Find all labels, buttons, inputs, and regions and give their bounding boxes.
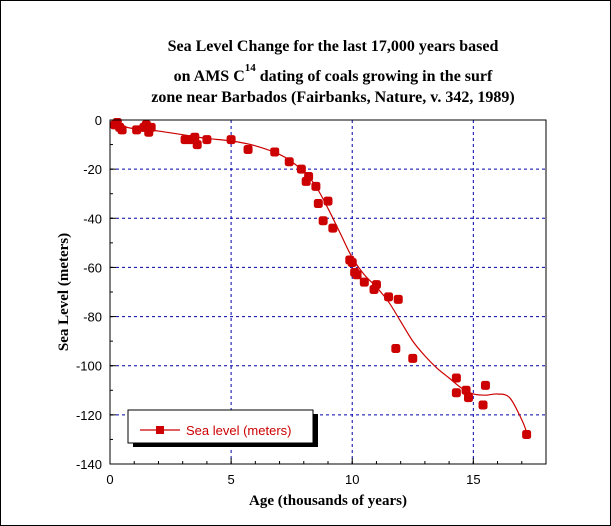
data-point (192, 140, 202, 150)
data-point (270, 147, 280, 157)
data-point (371, 280, 381, 290)
grid-lines (110, 120, 546, 464)
chart-title-line3: zone near Barbados (Fairbanks, Nature, v… (151, 89, 514, 106)
data-point (226, 135, 236, 145)
plot-area-border (109, 119, 547, 465)
y-tick-label: -80 (83, 310, 102, 325)
data-point (117, 125, 127, 135)
legend: Sea level (meters) (127, 409, 318, 447)
legend-label: Sea level (meters) (186, 423, 291, 438)
x-tick-label: 15 (466, 472, 480, 487)
axis-ticks: 0 5 10 15 0 -20 -40 -60 -80 -100 -120 -140 (76, 113, 547, 487)
data-point (451, 373, 461, 383)
x-axis-label: Age (thousands of years) (249, 493, 407, 509)
data-point (313, 199, 323, 209)
data-point (384, 292, 394, 302)
data-point (146, 122, 156, 132)
data-point (132, 125, 142, 135)
data-point (328, 223, 338, 233)
chart-title-line1: Sea Level Change for the last 17,000 yea… (168, 38, 499, 55)
data-point (323, 196, 333, 206)
y-tick-label: 0 (95, 113, 102, 128)
x-tick-label: 0 (106, 472, 113, 487)
data-point (318, 216, 328, 226)
y-tick-label: -20 (83, 162, 102, 177)
data-point (202, 135, 212, 145)
chart-title-line2-prefix: on AMS C (174, 68, 245, 85)
data-point (304, 172, 314, 182)
data-point (480, 380, 490, 390)
x-tick-label: 5 (227, 472, 234, 487)
legend-marker (156, 426, 164, 434)
chart-title-superscript: 14 (245, 62, 257, 74)
y-tick-label: -60 (83, 260, 102, 275)
y-tick-label: -40 (83, 211, 102, 226)
data-point (391, 344, 401, 354)
chart-title-line2-suffix: dating of coals growing in the surf (256, 68, 493, 85)
data-point (463, 393, 473, 403)
data-point (284, 157, 294, 167)
data-point (393, 294, 403, 304)
chart-title-line2: on AMS C14 dating of coals growing in th… (174, 62, 493, 85)
y-tick-label: -100 (76, 359, 102, 374)
y-tick-label: -120 (76, 408, 102, 423)
data-point (461, 385, 471, 395)
data-point (190, 132, 200, 142)
data-point (522, 430, 532, 440)
x-tick-label: 10 (345, 472, 359, 487)
y-axis-label: Sea Level (meters) (56, 233, 72, 351)
data-point (296, 164, 306, 174)
data-point (451, 388, 461, 398)
data-point (347, 258, 357, 268)
data-points-layer (110, 117, 532, 440)
data-point (359, 277, 369, 287)
data-point (478, 400, 488, 410)
data-point (408, 353, 418, 363)
y-tick-label: -140 (76, 457, 102, 472)
data-point (311, 181, 321, 191)
data-point (243, 144, 253, 154)
data-point (352, 270, 362, 280)
